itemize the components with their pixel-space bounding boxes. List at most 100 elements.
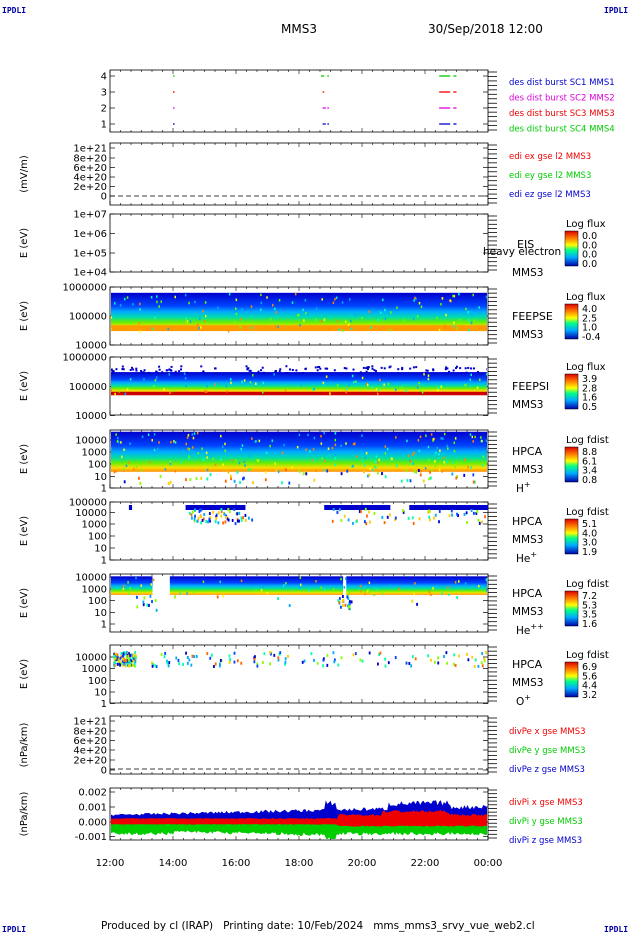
hpca-he-spectrogram-pixel xyxy=(200,508,203,512)
hpca-o-spectrogram-pixel xyxy=(466,652,468,656)
hpca-hepp-spectrogram-pixel xyxy=(347,593,349,597)
hpca-o-spectrogram-pixel xyxy=(256,664,259,668)
hpca-o-spectrogram-pixel xyxy=(154,664,157,668)
hpca-o-spectrogram-pixel xyxy=(359,658,362,662)
feepsi-spectrogram-pixel xyxy=(387,382,390,386)
feepse-spectrogram-pixel xyxy=(341,301,344,304)
hpca-h-spectrogram-pixel xyxy=(482,455,485,459)
feepsi-spectrogram-pixel xyxy=(126,388,129,391)
feepse-spectrogram-pixel xyxy=(349,298,351,301)
hpca-o-colorbar-tick-label: 6.9 xyxy=(582,662,597,673)
hpca-he-spectrogram-pixel xyxy=(217,521,220,525)
feepsi-spectrogram-pixel xyxy=(383,383,385,386)
edi-y-tick-label: 0 xyxy=(101,192,107,203)
hpca-o-spectrogram-pixel xyxy=(445,651,448,655)
hpca-h-spectrogram-pixel xyxy=(173,440,175,443)
hpca-h-spectrogram-pixel xyxy=(384,452,387,455)
hpca-o-spectrogram-pixel xyxy=(410,664,413,668)
feepse-spectrogram-pixel xyxy=(188,301,190,305)
feepse-spectrogram-pixel xyxy=(370,326,372,329)
hpca-he-spectrogram-pixel xyxy=(251,518,254,522)
hpca-h-spectrogram-pixel xyxy=(135,465,138,468)
burst-panel: 4 3 2 1 des dist burst SC1 MMS1 des dist burs… xyxy=(101,69,615,135)
hpca-h-spectrogram-pixel xyxy=(305,448,307,451)
hpca-he-species-label: He+ xyxy=(516,550,537,565)
hpca-h-spectrogram-pixel xyxy=(275,468,278,472)
feepsi-spectrogram-pixel xyxy=(329,392,331,395)
hpca-o-spectrogram-pixel xyxy=(134,651,137,655)
hpca-he-spectrogram-pixel xyxy=(207,520,209,524)
hpca-h-spectrogram-pixel xyxy=(222,463,224,467)
hpca-hepp-spectrogram-pixel xyxy=(414,582,416,585)
eis-y-tick-label: 1e+06 xyxy=(73,229,107,240)
feepsi-spectrogram-pixel xyxy=(465,371,468,374)
feepsi-spectrogram-pixel xyxy=(419,389,422,392)
hpca-o-spectrogram-pixel xyxy=(270,652,272,656)
feepsi-spectrogram-pixel xyxy=(426,369,429,372)
hpca-o-spectrogram-pixel xyxy=(122,652,125,656)
hpca-he-spectrogram-pixel xyxy=(369,520,371,524)
feepsi-spectrogram-pixel xyxy=(111,389,113,393)
feepsi-spectrogram-pixel xyxy=(486,372,487,376)
feepse-y-tick-label: 100000 xyxy=(69,312,107,323)
hpca-he-spectrogram-pixel xyxy=(200,521,202,525)
feepsi-spectrogram-pixel xyxy=(319,367,322,370)
hpca-h-spectrogram-pixel xyxy=(233,479,236,483)
hpca-o-spectrogram-pixel xyxy=(150,661,153,665)
hpca-h-spectrogram-pixel xyxy=(305,472,308,476)
hpca-h-spectrogram-pixel xyxy=(320,442,323,445)
feepsi-y-tick-label: 10000 xyxy=(75,411,107,422)
feepsi-spectrogram-pixel xyxy=(324,367,327,370)
feepsi-spectrogram-pixel xyxy=(273,373,275,376)
hpca-hepp-spectrogram-pixel xyxy=(186,592,188,595)
hpca-he-spectrogram-pixel xyxy=(202,517,205,521)
hpca-h-spectrogram-pixel xyxy=(113,470,116,474)
hpca-o-spectrogram-pixel xyxy=(333,660,336,664)
feepsi-spectrogram-pixel xyxy=(448,370,451,373)
feepsi-spectrogram-pixel xyxy=(111,368,113,371)
hpca-h-sparse-spectrogram xyxy=(123,468,476,486)
hpca-h-spectrogram-pixel xyxy=(123,448,125,452)
hpca-h-spectrogram-pixel xyxy=(269,444,271,448)
feepse-spectrogram-pixel xyxy=(304,299,307,302)
hpca-o-spectrogram-pixel xyxy=(127,658,130,662)
hpca-o-spectrogram-pixel xyxy=(125,659,128,663)
hpca-o-spectrogram-pixel xyxy=(477,664,480,668)
hpca-h-spectrogram-pixel xyxy=(167,482,170,486)
feepsi-spectrogram-pixel xyxy=(432,368,435,371)
hpca-o-spectrogram-pixel xyxy=(233,660,236,664)
feepse-spectrogram-pixel xyxy=(227,329,230,333)
hpca-hepp-spectrogram-pixel xyxy=(368,581,371,585)
hpca-o-spectrogram-pixel xyxy=(133,663,136,667)
feepsi-spectrogram-pixel xyxy=(355,380,357,384)
burst-legend-entry: des dist burst SC1 MMS1 xyxy=(509,78,615,88)
hpca-o-spectrogram-pixel xyxy=(313,658,315,662)
hpca-h-spectrogram-pixel xyxy=(464,458,466,461)
burst-legend-entry: des dist burst SC4 MMS4 xyxy=(509,125,615,135)
hpca-h-spectrogram-pixel xyxy=(214,463,217,467)
feepsi-spectrogram-pixel xyxy=(424,371,427,374)
hpca-hepp-spectrogram-pixel xyxy=(216,595,219,599)
hpca-h-spectrogram-pixel xyxy=(374,460,376,463)
hpca-h-spectrogram-pixel xyxy=(238,461,241,465)
feepse-spectrogram-pixel xyxy=(160,300,163,303)
hpca-o-species-label: O+ xyxy=(516,693,531,708)
feepsi-spectrogram-pixel xyxy=(444,368,447,371)
feepse-spectrogram-pixel xyxy=(111,316,113,319)
feepsi-spectrogram-pixel xyxy=(317,366,320,369)
feepse-spectrogram-pixel xyxy=(334,297,336,301)
hpca-he-spectrogram-pixel xyxy=(236,512,239,516)
feepsi-spectrogram-pixel xyxy=(175,387,177,391)
hpca-he-spectrogram-pixel xyxy=(402,509,404,513)
hpca-o-spectrogram-pixel xyxy=(129,653,131,657)
hpca-h-spectrogram-pixel xyxy=(334,453,337,456)
hpca-he-y-tick-label: 100000 xyxy=(69,498,107,509)
hpca-he-spectrogram-pixel xyxy=(394,516,397,520)
hpca-he-colorbar xyxy=(564,518,579,555)
hpca-hepp-spectrogram-pixel xyxy=(262,585,264,589)
hpca-o-spectrogram-pixel xyxy=(333,658,336,662)
hpca-h-spectrogram-pixel xyxy=(200,476,203,480)
hpca-o-spectrogram-pixel xyxy=(253,660,256,664)
hpca-hepp-spectrogram-pixel xyxy=(149,594,152,598)
hpca-he-spectrogram-pixel xyxy=(209,519,211,523)
